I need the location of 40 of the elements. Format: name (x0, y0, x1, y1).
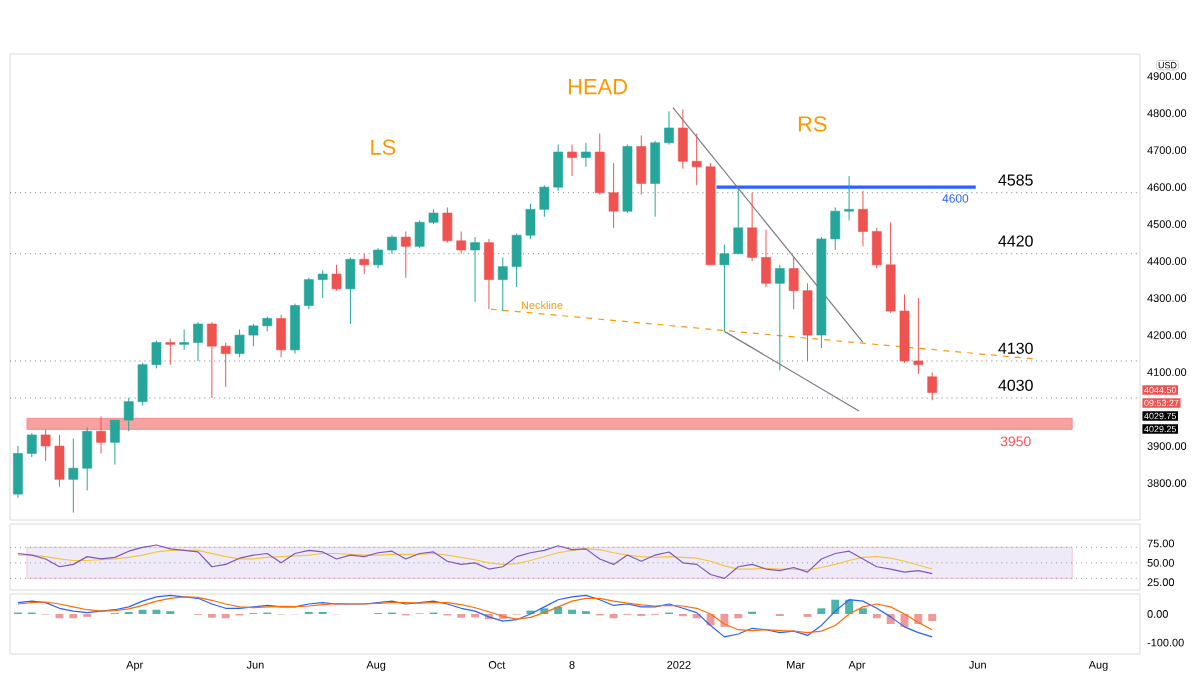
candlestick (484, 238, 494, 310)
candlestick (650, 140, 660, 218)
annotation: HEAD (568, 79, 627, 95)
candlestick (664, 110, 674, 146)
candlestick (470, 236, 480, 303)
candlestick (207, 321, 217, 399)
candlestick (400, 231, 411, 279)
bar (152, 609, 161, 615)
candlestick (96, 415, 106, 454)
candlestick (26, 432, 37, 458)
candlestick (567, 144, 577, 177)
candlestick (345, 256, 356, 325)
candlestick (331, 264, 342, 292)
candlestick (220, 341, 231, 388)
bar (858, 608, 867, 615)
candlestick (373, 247, 383, 270)
candlestick (13, 445, 23, 499)
candlestick (359, 253, 370, 275)
bar (928, 614, 937, 622)
candlestick (678, 108, 688, 170)
bar (568, 609, 576, 615)
candlestick (179, 329, 189, 351)
candlestick (761, 229, 771, 288)
annotation: RS (798, 116, 827, 132)
bar (817, 608, 826, 615)
candlestick (193, 321, 203, 362)
candlestick (844, 175, 854, 221)
candlestick (747, 192, 757, 262)
candlestick (165, 338, 176, 366)
candlestick (774, 264, 785, 371)
candlestick (110, 419, 120, 466)
candlestick (636, 134, 647, 196)
candlestick (290, 303, 300, 355)
candlestick (276, 314, 286, 358)
candlestick (581, 142, 591, 168)
candlestick (387, 234, 397, 255)
candlestick (927, 371, 938, 401)
bar (138, 609, 147, 615)
candlestick (858, 190, 868, 247)
annotation: LS (371, 139, 396, 155)
